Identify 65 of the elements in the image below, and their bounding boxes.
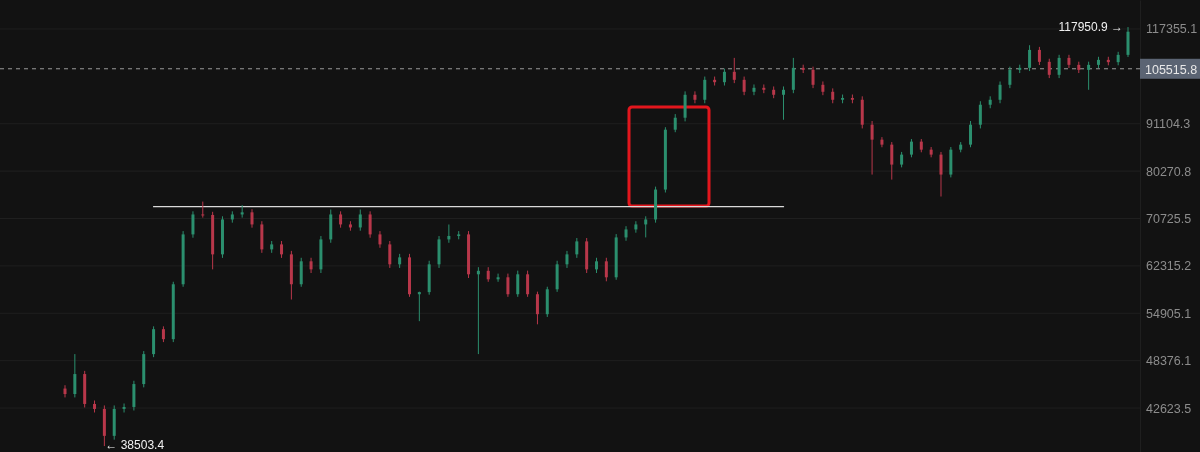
candlestick: [1057, 54, 1061, 79]
candlestick: [299, 257, 303, 288]
candlestick: [1067, 54, 1071, 69]
candlestick: [998, 80, 1002, 104]
candlestick: [624, 225, 628, 242]
candlestick: [132, 380, 136, 411]
ref-line-label: 105515.8: [1145, 62, 1198, 77]
y-tick-label: 80270.8: [1146, 164, 1192, 179]
y-tick-label: 62315.2: [1146, 259, 1192, 274]
y-tick-label: 42623.5: [1146, 401, 1192, 416]
candlestick: [811, 66, 815, 89]
candlestick: [516, 270, 520, 298]
candlestick: [526, 270, 530, 298]
candlestick: [575, 237, 579, 259]
candlestick: [969, 120, 973, 148]
candlestick: [1037, 46, 1041, 66]
candlestick: [782, 85, 786, 121]
candlestick: [870, 120, 874, 176]
candlestick: [821, 80, 825, 96]
candlestick: [683, 90, 687, 122]
candlestick: [388, 240, 392, 269]
y-tick-label: 54905.1: [1146, 306, 1192, 321]
candlestick: [240, 204, 244, 219]
candlestick: [73, 353, 77, 398]
candlestick: [880, 136, 884, 148]
candlestick: [191, 210, 195, 239]
candlestick: [1047, 58, 1051, 79]
candlestick: [1008, 66, 1012, 89]
y-tick-label: 70725.5: [1146, 212, 1192, 227]
candlestick: [890, 141, 894, 181]
candlestick: [201, 201, 205, 219]
candlestick: [673, 113, 677, 133]
candlestick: [447, 224, 451, 244]
candlestick: [791, 57, 795, 94]
candlestick: [693, 90, 697, 104]
annotation: ← 38503.4: [105, 438, 165, 452]
candlestick: [703, 76, 707, 104]
candlestick: [506, 273, 510, 298]
candlestick: [250, 208, 254, 229]
annotation: 117950.9 →: [1058, 20, 1123, 35]
candlestick: [929, 146, 933, 158]
y-tick-label: 91104.3: [1146, 117, 1191, 132]
candlestick: [1126, 26, 1130, 58]
candlestick: [978, 100, 982, 129]
candlestick: [1087, 61, 1091, 91]
candlestick: [742, 76, 746, 96]
candlestick: [476, 266, 480, 355]
candlestick: [634, 220, 638, 234]
candlestick: [63, 384, 67, 398]
candlestick: [909, 138, 913, 158]
candlestick: [604, 257, 608, 282]
candlestick: [939, 151, 943, 198]
candlestick: [417, 291, 421, 322]
candlestick: [1028, 44, 1032, 72]
y-tick-label: 117355.1: [1146, 22, 1198, 37]
y-tick-label: 48376.1: [1146, 354, 1192, 369]
candlestick: [368, 210, 372, 239]
candlestick: [644, 215, 648, 238]
candlestick: [732, 57, 736, 84]
candlestick: [309, 257, 313, 274]
candlestick: [752, 83, 756, 96]
candlestick: [358, 208, 362, 232]
candlestick: [535, 291, 539, 325]
candlestick: [122, 402, 126, 413]
candlestick: [496, 273, 500, 283]
